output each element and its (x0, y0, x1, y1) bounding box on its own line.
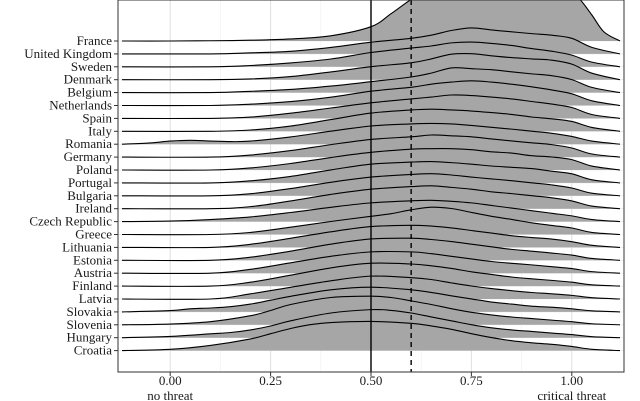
ridge-outline (122, 94, 621, 120)
x-tick-label: 0.25 (259, 373, 282, 388)
ridge-outline (122, 185, 621, 210)
x-tick-sublabel: critical threat (537, 388, 606, 401)
ridge-outline (122, 173, 621, 197)
ridge-outline (122, 134, 621, 158)
ridge-outline (122, 161, 621, 184)
country-label: Greece (75, 227, 112, 242)
ridge-outline (122, 320, 621, 352)
country-label: Slovakia (67, 304, 113, 319)
country-label: Austria (74, 265, 113, 280)
country-label: France (77, 33, 113, 48)
ridge-outline (122, 80, 621, 107)
country-label: Italy (88, 123, 112, 138)
ridge-outline (122, 237, 621, 262)
country-label: Slovenia (67, 317, 113, 332)
country-label: Croatia (74, 343, 112, 358)
ridge-outline (122, 27, 621, 55)
reference-lines (370, 0, 412, 372)
country-label: Poland (76, 162, 113, 177)
x-tick-label: 0.75 (460, 373, 483, 388)
ridge-outline (121, 122, 621, 145)
ridge-outline (122, 224, 621, 249)
ridge-outline (122, 41, 621, 68)
country-label: Germany (64, 149, 113, 164)
country-label: United Kingdom (24, 46, 112, 61)
country-label: Belgium (67, 85, 112, 100)
ridge-outline (122, 199, 621, 223)
country-label: Spain (82, 110, 112, 125)
ridge-outline (122, 250, 621, 275)
ridge-outline (122, 108, 621, 132)
x-tick-label: 0.00 (159, 373, 182, 388)
ridge-outline (122, 52, 621, 81)
country-label: Portugal (68, 175, 112, 190)
ridge-outline (122, 148, 621, 171)
country-label: Netherlands (49, 98, 112, 113)
country-label: Estonia (73, 252, 112, 267)
country-label: Denmark (64, 72, 113, 87)
ridge-outline (122, 275, 621, 300)
x-tick-label: 0.50 (360, 373, 383, 388)
country-label: Ireland (75, 201, 112, 216)
ridge-outline (122, 308, 620, 339)
x-tick-label: 1.00 (560, 373, 583, 388)
country-label: Finland (72, 278, 112, 293)
country-label: Sweden (71, 59, 113, 74)
country-label: Bulgaria (67, 188, 112, 203)
ridge-outline (122, 295, 620, 326)
country-label: Latvia (79, 291, 112, 306)
x-tick-sublabel: no threat (147, 388, 193, 401)
country-label: Romania (65, 136, 112, 151)
country-label: Lithuania (62, 239, 112, 254)
ridge-outline (122, 206, 621, 236)
country-label: Czech Republic (29, 214, 112, 229)
ridge-outline (122, 67, 621, 94)
ridge-outline (122, 0, 621, 42)
country-label: Hungary (67, 330, 113, 345)
ridge-outline (122, 262, 621, 287)
